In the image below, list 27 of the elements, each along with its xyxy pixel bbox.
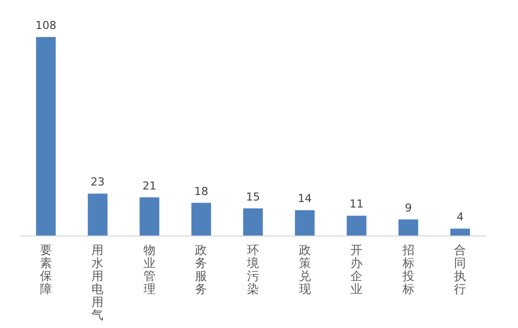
data-label: 11	[350, 198, 364, 211]
data-label: 4	[456, 210, 464, 224]
x-tick-label: 要素保障	[40, 243, 52, 296]
data-label: 21	[142, 179, 156, 192]
bar	[243, 208, 263, 236]
bar	[346, 216, 366, 236]
data-label: 15	[246, 190, 260, 204]
bar	[294, 210, 315, 236]
bar	[88, 194, 108, 236]
x-tick-label: 开办企业	[350, 243, 363, 296]
bar	[191, 202, 212, 236]
x-tick-label: 物业管理	[143, 243, 156, 296]
x-tick-label: 招标投标	[401, 243, 414, 296]
bar	[36, 37, 56, 236]
x-tick-label: 政策兑现	[298, 243, 311, 296]
x-tick-label: 政务服务	[195, 243, 208, 296]
data-label: 9	[404, 201, 412, 214]
data-label: 23	[90, 176, 105, 189]
x-tick-label: 环境污染	[246, 243, 259, 296]
x-tick-label: 用水用电用气	[92, 243, 104, 322]
x-tick-label: 合同执行	[454, 243, 466, 296]
data-label: 14	[298, 192, 312, 206]
bar	[450, 228, 470, 236]
data-label: 108	[35, 19, 56, 32]
bar	[140, 197, 160, 236]
data-label: 18	[194, 184, 208, 198]
bar	[398, 219, 418, 236]
